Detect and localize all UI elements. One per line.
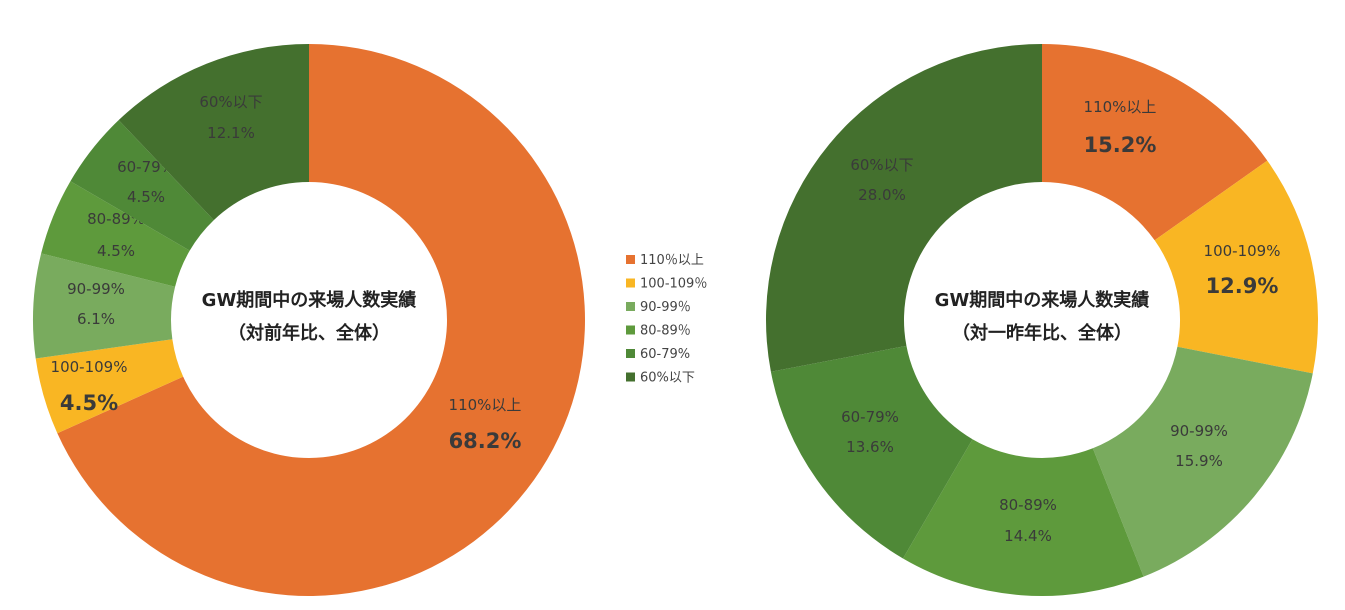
donut-center-subtitle: （対一昨年比、全体） — [952, 322, 1132, 344]
slice-value-label: 13.6% — [846, 438, 894, 456]
donut-slice-5 — [770, 345, 973, 559]
legend-swatch — [626, 278, 635, 288]
slice-value-label: 4.5% — [127, 188, 165, 206]
legend-swatch — [626, 302, 635, 311]
chart-legend: 110％以上 100-109％ 90-99％ 80-89％ 60-79% 60%以下 — [626, 253, 707, 386]
legend-swatch — [626, 372, 635, 382]
slice-value-label: 6.1% — [77, 310, 115, 328]
donut-slice-3 — [1092, 346, 1313, 577]
slice-category-label: 110%以上 — [1084, 98, 1157, 116]
legend-swatch — [626, 325, 635, 335]
slice-value-label: 4.5% — [60, 391, 118, 415]
legend-item-label: 100-109％ — [640, 277, 707, 292]
slice-category-label: 110%以上 — [449, 396, 522, 414]
legend-swatch — [626, 349, 635, 358]
donut-slice-3 — [33, 253, 176, 359]
legend-item-label: 90-99％ — [640, 300, 691, 315]
slice-category-label: 100-109% — [1204, 242, 1281, 260]
slice-value-label: 12.1% — [207, 124, 255, 142]
donut-slice-1 — [57, 44, 585, 596]
slice-category-label: 60%以下 — [199, 93, 262, 111]
donut-slice-1 — [1042, 44, 1268, 241]
legend-item-label: 60-79% — [640, 347, 690, 362]
slice-value-label: 28.0% — [858, 186, 906, 204]
slice-category-label: 80-89% — [999, 496, 1057, 514]
slice-category-label: 90-99% — [67, 280, 125, 298]
donut-chart-yoy: 110%以上68.2%100-109%4.5%90-99%6.1%80-89%4… — [33, 44, 585, 596]
donut-center-title: GW期間中の来場人数実績 — [202, 289, 417, 311]
donut-slice-6 — [766, 44, 1042, 372]
slice-value-label: 12.9% — [1206, 274, 1279, 298]
donut-center-title: GW期間中の来場人数実績 — [935, 289, 1150, 311]
donut-slice-2 — [1154, 160, 1318, 374]
donut-slice-2 — [35, 339, 184, 434]
slice-category-label: 60%以下 — [850, 156, 913, 174]
donut-slice-5 — [70, 120, 214, 251]
legend-item-label: 110％以上 — [640, 253, 704, 268]
legend-swatch — [626, 255, 635, 264]
slice-category-label: 90-99% — [1170, 422, 1228, 440]
slice-value-label: 15.9% — [1175, 452, 1223, 470]
legend-item-label: 60%以下 — [640, 371, 695, 386]
donut-slice-4 — [903, 439, 1144, 596]
donut-center-subtitle: （対前年比、全体） — [228, 322, 390, 344]
slice-value-label: 68.2% — [449, 429, 522, 453]
donut-chart-vs-two-years: 110%以上 15.2% 100-109% 12.9% 90-99% 15.9% 80-89… — [766, 44, 1318, 596]
slice-value-label: 14.4% — [1004, 527, 1052, 545]
legend-item-label: 80-89％ — [640, 324, 691, 339]
slice-category-label: 60-79% — [841, 408, 899, 426]
slice-value-label: 4.5% — [97, 242, 135, 260]
slice-value-label: 15.2% — [1084, 133, 1157, 157]
donut-slice-4 — [41, 181, 190, 287]
slice-category-label: 100-109% — [51, 358, 128, 376]
donut-slice-6 — [118, 44, 309, 221]
